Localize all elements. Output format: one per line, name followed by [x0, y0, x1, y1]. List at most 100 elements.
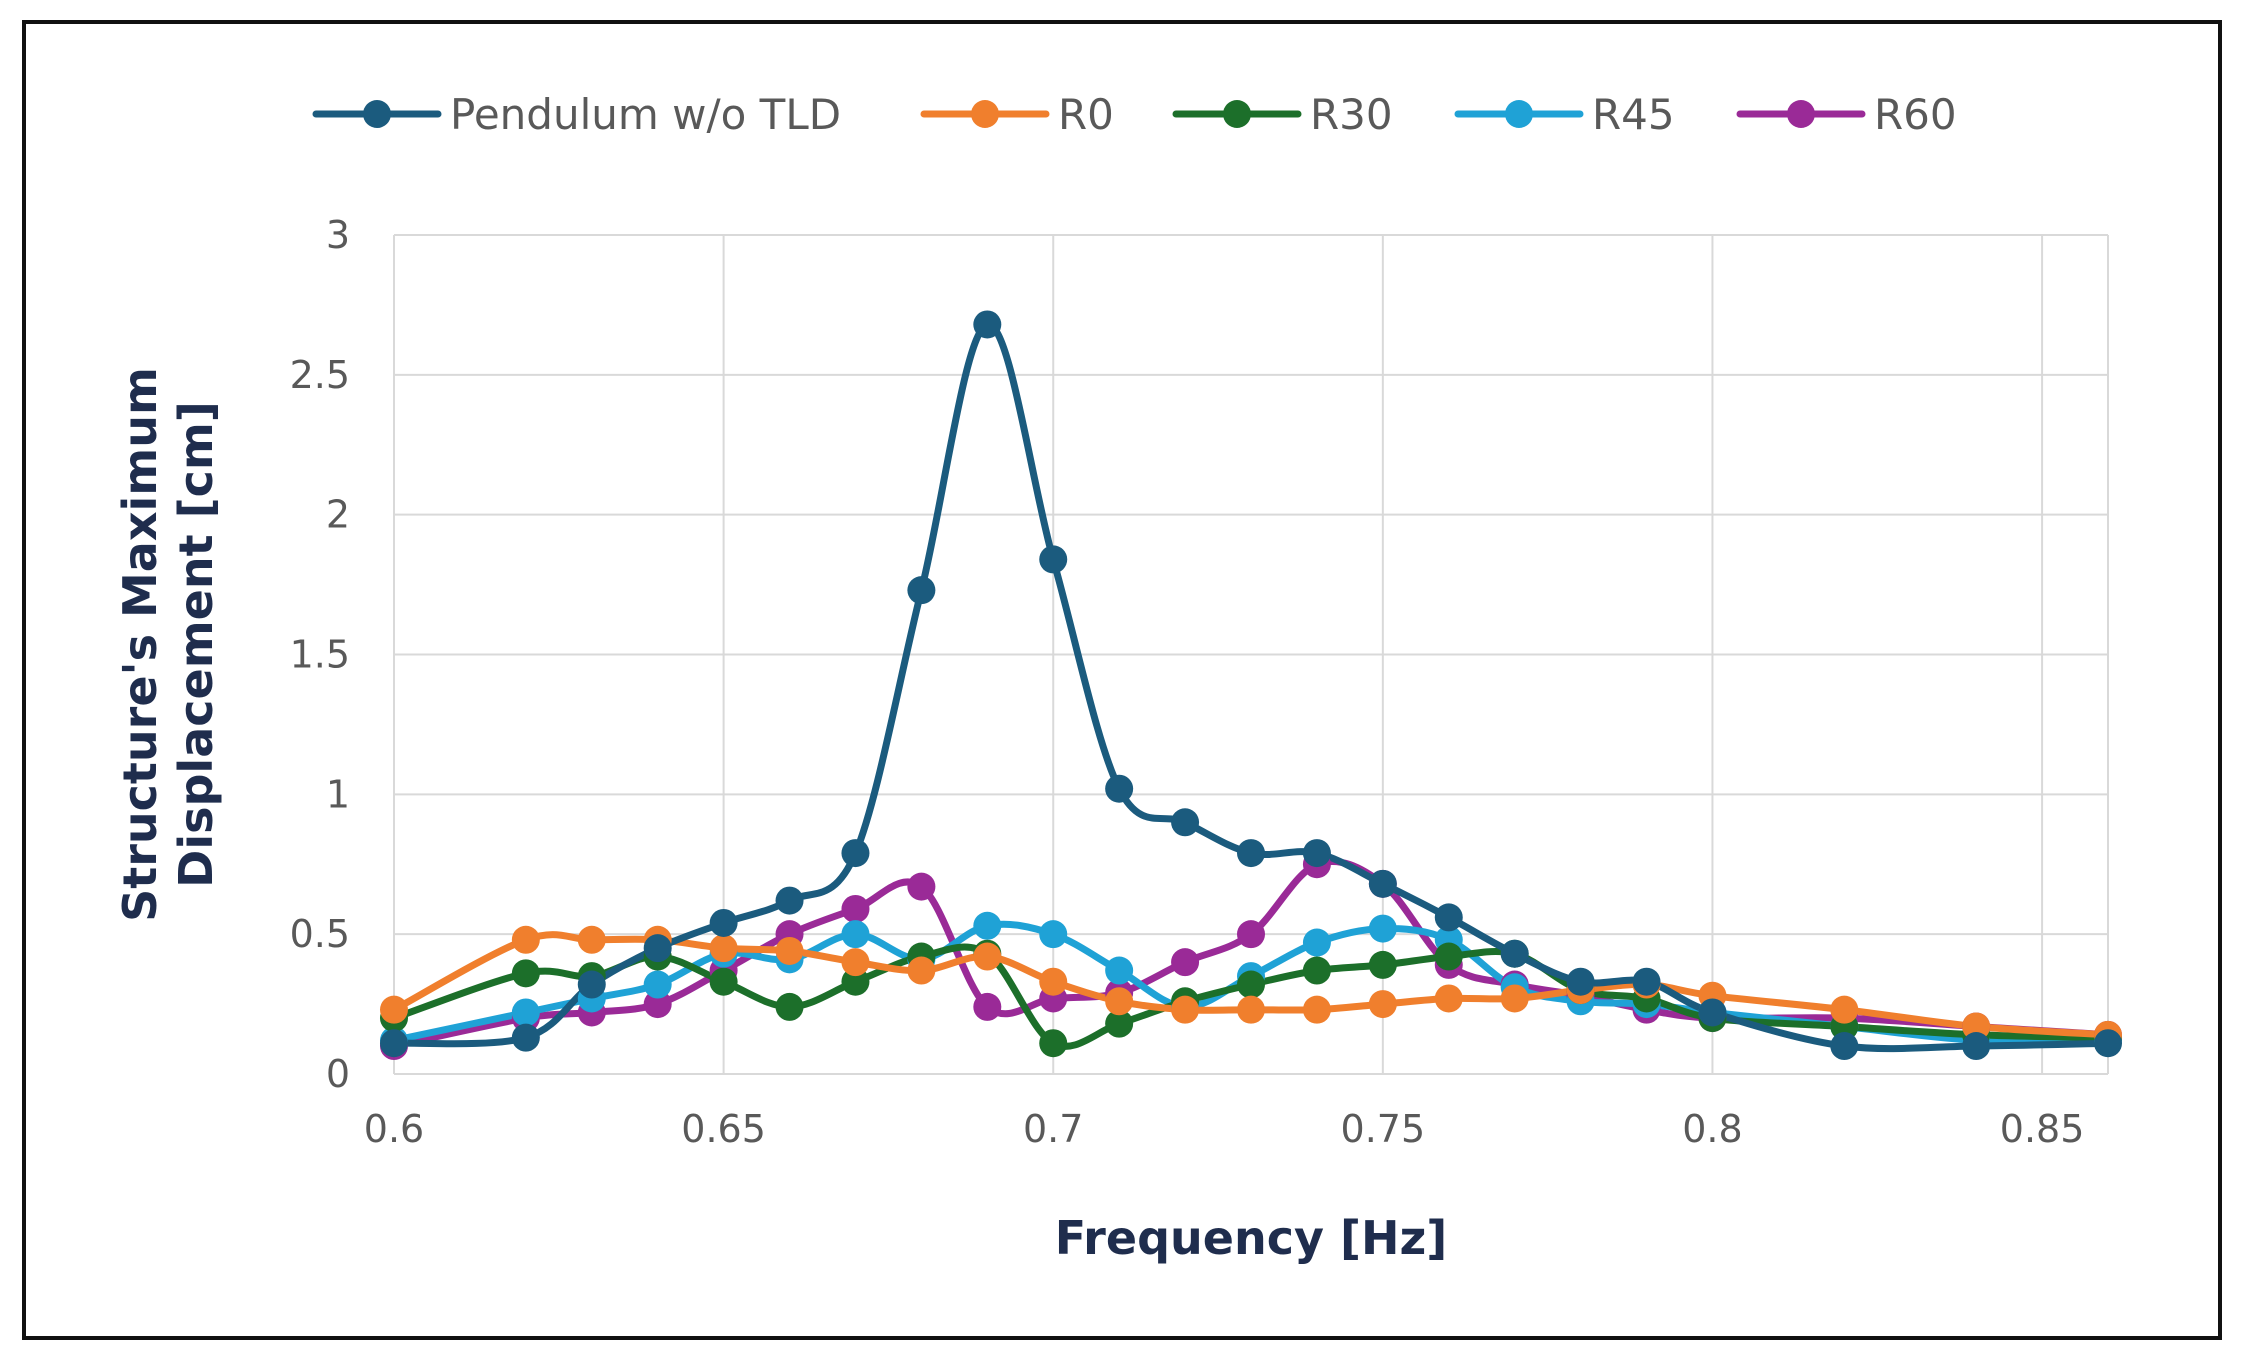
legend-swatch-marker: [1787, 100, 1815, 128]
data-point-r30: [1105, 1009, 1134, 1038]
legend: Pendulum w/o TLD R0 R30 R45 R60: [312, 90, 1957, 139]
data-point-r30: [1368, 950, 1397, 979]
legend-label: Pendulum w/o TLD: [450, 90, 841, 139]
data-point-r60: [643, 990, 672, 1019]
data-point-pendulum-w-o-tld: [511, 1023, 540, 1052]
data-point-r0: [1500, 984, 1529, 1013]
plot-area: [26, 24, 2218, 1336]
legend-label: R45: [1592, 90, 1675, 139]
series-markers: [380, 310, 2122, 1061]
legend-item-r45: R45: [1454, 90, 1675, 139]
data-point-r0: [1237, 995, 1265, 1024]
data-point-r0: [775, 936, 804, 965]
data-point-pendulum-w-o-tld: [380, 1029, 408, 1058]
data-point-r60: [841, 894, 870, 923]
data-point-r0: [973, 942, 1002, 971]
legend-label: R60: [1874, 90, 1957, 139]
y-tick-label: 0: [326, 1052, 350, 1096]
y-axis-ticks: 0 0.5 1 1.5 2 2.5 3: [290, 213, 350, 1096]
data-point-pendulum-w-o-tld: [2094, 1029, 2122, 1058]
data-point-pendulum-w-o-tld: [775, 886, 804, 915]
legend-swatch-marker: [363, 100, 391, 128]
data-point-r60: [1171, 948, 1200, 977]
data-point-r30: [1237, 970, 1265, 999]
data-point-r0: [907, 956, 936, 985]
y-tick-label: 2: [326, 493, 350, 537]
data-point-r45: [643, 970, 672, 999]
legend-label: R30: [1310, 90, 1393, 139]
data-point-r30: [1039, 1029, 1068, 1058]
data-point-pendulum-w-o-tld: [1632, 967, 1661, 996]
data-point-r45: [1368, 914, 1397, 943]
data-point-r45: [973, 911, 1002, 940]
data-point-r30: [1434, 942, 1463, 971]
data-point-r30: [775, 992, 804, 1021]
x-tick-label: 0.8: [1682, 1107, 1742, 1151]
data-point-r0: [1368, 990, 1397, 1019]
data-point-r0: [577, 925, 606, 954]
data-point-r0: [841, 948, 870, 977]
series-points-pendulum-w-o-tld: [380, 310, 2122, 1061]
chart-frame: Pendulum w/o TLD R0 R30 R45 R60 0.6 0.65 0.7 0.…: [22, 20, 2222, 1340]
data-point-pendulum-w-o-tld: [1039, 545, 1068, 574]
data-point-r0: [1039, 967, 1068, 996]
y-tick-label: 1.5: [290, 633, 350, 677]
data-point-r30: [1302, 956, 1331, 985]
data-point-pendulum-w-o-tld: [1698, 998, 1727, 1027]
data-point-r0: [1105, 987, 1134, 1016]
data-point-r0: [1962, 1012, 1991, 1041]
data-point-pendulum-w-o-tld: [1566, 967, 1595, 996]
data-point-pendulum-w-o-tld: [1830, 1032, 1859, 1061]
data-point-r45: [1039, 920, 1068, 949]
data-point-pendulum-w-o-tld: [907, 576, 936, 605]
data-point-pendulum-w-o-tld: [973, 310, 1002, 339]
data-point-r60: [907, 872, 936, 901]
data-point-r60: [973, 992, 1002, 1021]
data-point-r0: [1171, 995, 1200, 1024]
data-point-pendulum-w-o-tld: [643, 934, 672, 963]
data-point-r30: [709, 967, 738, 996]
y-tick-label: 1: [326, 772, 350, 816]
y-axis-title-line2: Displacement [cm]: [169, 401, 223, 888]
data-point-r0: [380, 995, 408, 1024]
data-point-pendulum-w-o-tld: [1368, 869, 1397, 898]
data-point-pendulum-w-o-tld: [1105, 774, 1134, 803]
x-axis-ticks: 0.6 0.65 0.7 0.75 0.8 0.85: [364, 1107, 2085, 1151]
data-point-pendulum-w-o-tld: [1237, 839, 1265, 868]
data-point-pendulum-w-o-tld: [577, 970, 606, 999]
data-point-pendulum-w-o-tld: [1434, 903, 1463, 932]
chart: Pendulum w/o TLD R0 R30 R45 R60 0.6 0.65 0.7 0.…: [26, 24, 2218, 1336]
legend-label: R0: [1058, 90, 1114, 139]
x-tick-label: 0.65: [681, 1107, 766, 1151]
y-tick-label: 3: [326, 213, 350, 257]
x-axis-title: Frequency [Hz]: [1055, 1211, 1448, 1265]
data-point-r0: [1830, 995, 1859, 1024]
data-point-r30: [841, 967, 870, 996]
data-point-r45: [1302, 928, 1331, 957]
legend-swatch-marker: [1505, 100, 1533, 128]
x-tick-label: 0.7: [1023, 1107, 1083, 1151]
legend-item-r30: R30: [1172, 90, 1393, 139]
data-point-r0: [511, 925, 540, 954]
data-point-r0: [1434, 984, 1463, 1013]
data-point-pendulum-w-o-tld: [841, 839, 870, 868]
data-point-pendulum-w-o-tld: [709, 908, 738, 937]
y-tick-label: 0.5: [290, 912, 350, 956]
data-point-r0: [709, 934, 738, 963]
x-tick-label: 0.6: [364, 1107, 424, 1151]
data-point-r30: [511, 959, 540, 988]
legend-swatch-marker: [971, 100, 999, 128]
data-point-r0: [1302, 995, 1331, 1024]
data-point-r45: [511, 998, 540, 1027]
y-axis-title-line1: Structure's Maximum: [113, 367, 167, 922]
legend-item-pendulum-w-o-tld: Pendulum w/o TLD: [312, 90, 841, 139]
data-point-pendulum-w-o-tld: [1171, 808, 1200, 837]
x-tick-label: 0.85: [2000, 1107, 2085, 1151]
x-tick-label: 0.75: [1341, 1107, 1426, 1151]
legend-item-r0: R0: [920, 90, 1114, 139]
data-point-r45: [841, 920, 870, 949]
series-points-r0: [380, 925, 2122, 1049]
gridlines: [393, 234, 2109, 1075]
data-point-pendulum-w-o-tld: [1500, 939, 1529, 968]
data-point-pendulum-w-o-tld: [1962, 1032, 1991, 1061]
